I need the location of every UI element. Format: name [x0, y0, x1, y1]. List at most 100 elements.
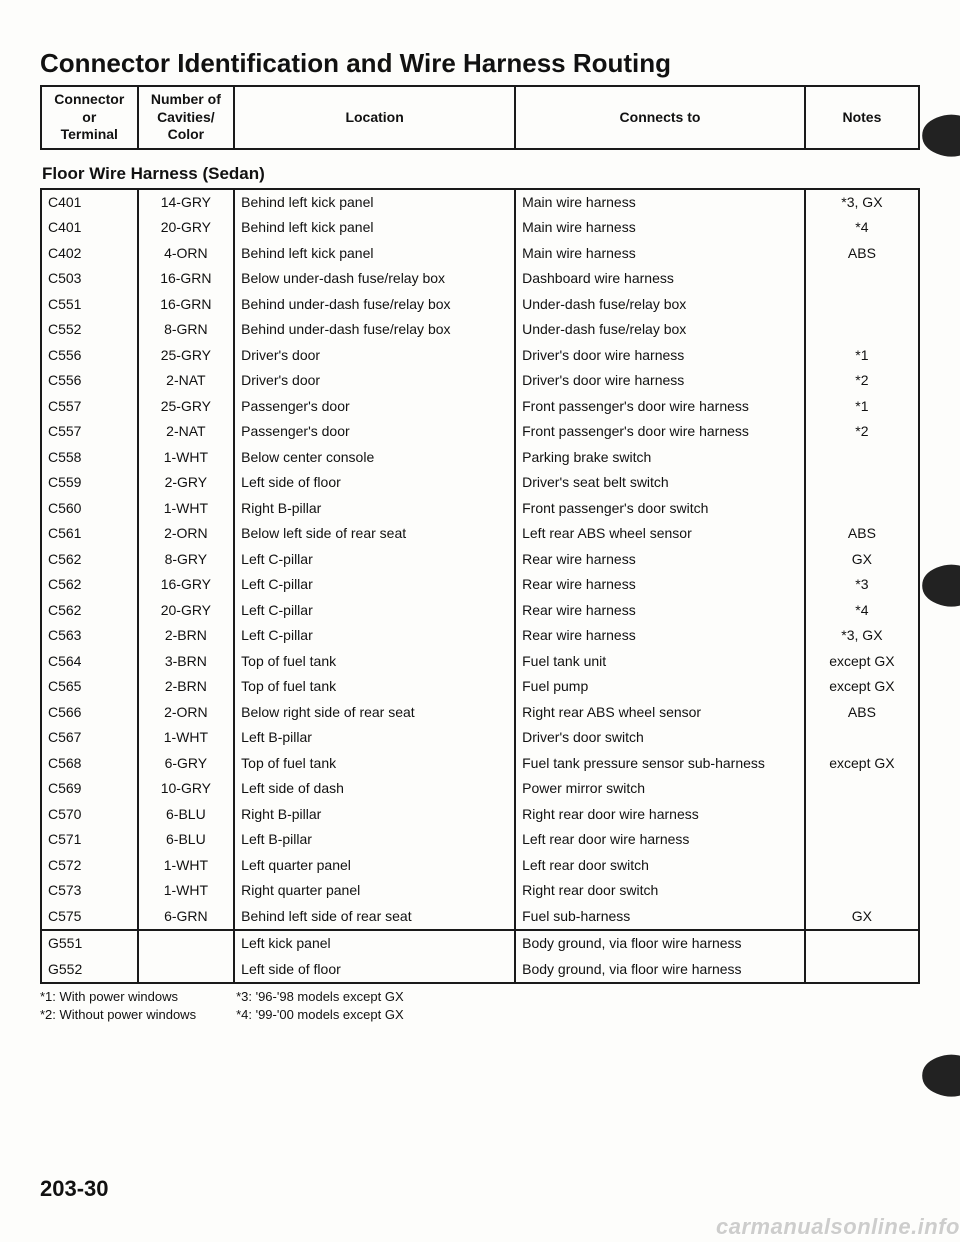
- thumb-icon: ⬤: [920, 110, 960, 156]
- watermark: carmanualsonline.info: [716, 1214, 960, 1240]
- footnote: *1: With power windows: [40, 988, 196, 1006]
- connector-id: C575: [41, 904, 138, 931]
- header-table: ConnectororTerminal Number ofCavities/Co…: [40, 85, 920, 150]
- cavities: 1-WHT: [138, 853, 235, 879]
- connects-to: Main wire harness: [515, 189, 805, 216]
- table-row: C5686-GRYTop of fuel tankFuel tank press…: [41, 751, 919, 777]
- connector-id: C568: [41, 751, 138, 777]
- notes: [805, 878, 919, 904]
- notes: ABS: [805, 700, 919, 726]
- table-row: C40120-GRYBehind left kick panelMain wir…: [41, 215, 919, 241]
- cavities: 3-BRN: [138, 649, 235, 675]
- connector-id: C552: [41, 317, 138, 343]
- location: Left side of floor: [234, 957, 515, 984]
- cavities: 2-ORN: [138, 700, 235, 726]
- table-row: C5652-BRNTop of fuel tankFuel pumpexcept…: [41, 674, 919, 700]
- connector-id: C571: [41, 827, 138, 853]
- connector-id: C562: [41, 547, 138, 573]
- connects-to: Main wire harness: [515, 215, 805, 241]
- cavities: 14-GRY: [138, 189, 235, 216]
- connector-id: C564: [41, 649, 138, 675]
- cavities: 6-BLU: [138, 827, 235, 853]
- page-number: 203-30: [40, 1176, 109, 1202]
- notes: *3: [805, 572, 919, 598]
- connector-id: C570: [41, 802, 138, 828]
- notes: [805, 496, 919, 522]
- cavities: 6-BLU: [138, 802, 235, 828]
- location: Left C-pillar: [234, 598, 515, 624]
- location: Below center console: [234, 445, 515, 471]
- table-row: C5581-WHTBelow center consoleParking bra…: [41, 445, 919, 471]
- notes: [805, 957, 919, 984]
- cavities: 4-ORN: [138, 241, 235, 267]
- connector-id: C557: [41, 419, 138, 445]
- connects-to: Rear wire harness: [515, 547, 805, 573]
- connects-to: Right rear ABS wheel sensor: [515, 700, 805, 726]
- cavities: 25-GRY: [138, 343, 235, 369]
- connector-id: C573: [41, 878, 138, 904]
- table-row: C5562-NATDriver's doorDriver's door wire…: [41, 368, 919, 394]
- cavities: 2-BRN: [138, 623, 235, 649]
- location: Top of fuel tank: [234, 649, 515, 675]
- table-row: C5716-BLULeft B-pillarLeft rear door wir…: [41, 827, 919, 853]
- location: Driver's door: [234, 368, 515, 394]
- section-heading: Floor Wire Harness (Sedan): [42, 164, 920, 184]
- connector-id: G552: [41, 957, 138, 984]
- table-row: C5628-GRYLeft C-pillarRear wire harnessG…: [41, 547, 919, 573]
- cavities: 20-GRY: [138, 215, 235, 241]
- location: Right B-pillar: [234, 496, 515, 522]
- connector-id: C558: [41, 445, 138, 471]
- col-connects: Connects to: [515, 86, 805, 149]
- notes: [805, 445, 919, 471]
- location: Driver's door: [234, 343, 515, 369]
- location: Left B-pillar: [234, 725, 515, 751]
- location: Left kick panel: [234, 930, 515, 957]
- table-row: C50316-GRNBelow under-dash fuse/relay bo…: [41, 266, 919, 292]
- connects-to: Fuel tank pressure sensor sub-harness: [515, 751, 805, 777]
- location: Top of fuel tank: [234, 751, 515, 777]
- cavities: 10-GRY: [138, 776, 235, 802]
- footnote: *3: '96-'98 models except GX: [236, 988, 404, 1006]
- connector-id: C402: [41, 241, 138, 267]
- cavities: 8-GRY: [138, 547, 235, 573]
- notes: [805, 292, 919, 318]
- table-row: C5721-WHTLeft quarter panelLeft rear doo…: [41, 853, 919, 879]
- footnote: *4: '99-'00 models except GX: [236, 1006, 404, 1024]
- cavities: 2-GRY: [138, 470, 235, 496]
- connector-id: C566: [41, 700, 138, 726]
- table-row: C5592-GRYLeft side of floorDriver's seat…: [41, 470, 919, 496]
- connector-id: C559: [41, 470, 138, 496]
- notes: *2: [805, 368, 919, 394]
- location: Below left side of rear seat: [234, 521, 515, 547]
- thumb-icon: ⬤: [920, 560, 960, 606]
- table-row: C5632-BRNLeft C-pillarRear wire harness*…: [41, 623, 919, 649]
- location: Passenger's door: [234, 394, 515, 420]
- notes: *2: [805, 419, 919, 445]
- footnotes: *1: With power windows *2: Without power…: [40, 988, 920, 1023]
- notes: [805, 853, 919, 879]
- connects-to: Driver's door wire harness: [515, 343, 805, 369]
- location: Right quarter panel: [234, 878, 515, 904]
- connects-to: Driver's seat belt switch: [515, 470, 805, 496]
- cavities: 1-WHT: [138, 878, 235, 904]
- notes: except GX: [805, 674, 919, 700]
- cavities: 16-GRY: [138, 572, 235, 598]
- location: Passenger's door: [234, 419, 515, 445]
- notes: [805, 802, 919, 828]
- table-row: C5756-GRNBehind left side of rear seatFu…: [41, 904, 919, 931]
- notes: GX: [805, 904, 919, 931]
- table-row: C55625-GRYDriver's doorDriver's door wir…: [41, 343, 919, 369]
- notes: *1: [805, 343, 919, 369]
- cavities: 25-GRY: [138, 394, 235, 420]
- connects-to: Body ground, via floor wire harness: [515, 957, 805, 984]
- connector-id: C567: [41, 725, 138, 751]
- connector-id: C551: [41, 292, 138, 318]
- table-row: C5612-ORNBelow left side of rear seatLef…: [41, 521, 919, 547]
- cavities: 1-WHT: [138, 445, 235, 471]
- connector-id: C562: [41, 572, 138, 598]
- cavities: 8-GRN: [138, 317, 235, 343]
- location: Left C-pillar: [234, 572, 515, 598]
- page-title: Connector Identification and Wire Harnes…: [40, 48, 920, 79]
- connects-to: Dashboard wire harness: [515, 266, 805, 292]
- col-notes: Notes: [805, 86, 919, 149]
